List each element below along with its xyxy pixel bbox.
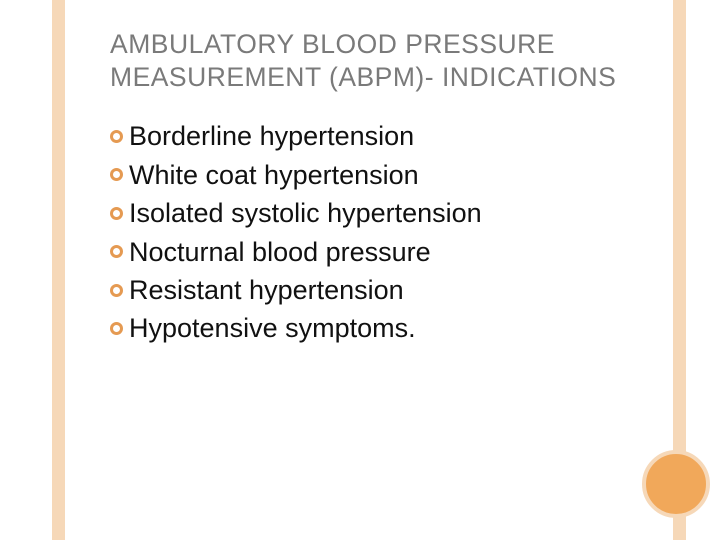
bullet-icon [110,168,123,181]
bullet-icon [110,322,123,335]
list-item-label: Hypotensive symptoms. [129,310,416,346]
list-item: Hypotensive symptoms. [110,310,662,346]
list-item: White coat hypertension [110,157,662,193]
indications-list: Borderline hypertension White coat hyper… [110,118,662,347]
list-item-label: Borderline hypertension [129,118,414,154]
bullet-icon [110,207,123,220]
list-item-label: Isolated systolic hypertension [129,195,482,231]
slide-title: AMBULATORY BLOOD PRESSURE MEASUREMENT (A… [110,28,662,94]
bullet-icon [110,284,123,297]
list-item-label: Resistant hypertension [129,272,404,308]
list-item-label: Nocturnal blood pressure [129,234,431,270]
decorative-bar-left [52,0,65,540]
decorative-circle [642,450,710,518]
list-item-label: White coat hypertension [129,157,419,193]
list-item: Resistant hypertension [110,272,662,308]
slide: AMBULATORY BLOOD PRESSURE MEASUREMENT (A… [0,0,720,540]
list-item: Borderline hypertension [110,118,662,154]
bullet-icon [110,245,123,258]
list-item: Isolated systolic hypertension [110,195,662,231]
bullet-icon [110,130,123,143]
list-item: Nocturnal blood pressure [110,234,662,270]
